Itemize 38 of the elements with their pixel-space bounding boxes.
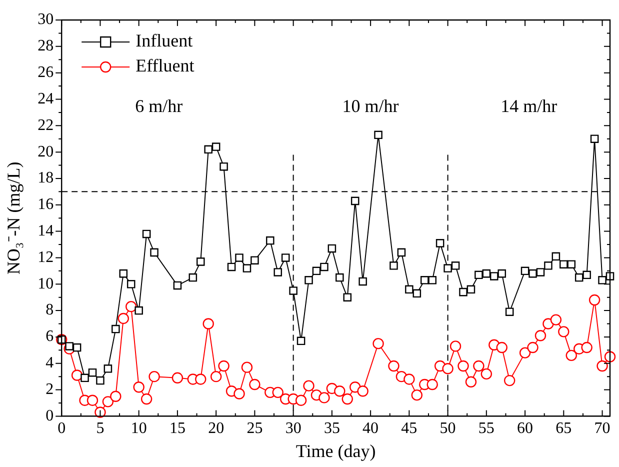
y-tick-label: 6	[46, 328, 54, 346]
y-tick-label: 22	[38, 116, 54, 134]
y-tick-label: 12	[38, 248, 54, 266]
x-tick-label: 60	[517, 420, 534, 438]
legend-label: Influent	[136, 30, 193, 51]
y-tick-label: 10	[38, 275, 54, 292]
legend-label: Effluent	[136, 56, 194, 76]
x-tick-label: 70	[594, 420, 610, 438]
y-tick-label: 4	[46, 354, 54, 372]
annotation: 6 m/hr	[135, 96, 183, 116]
y-tick-label: 20	[38, 143, 54, 160]
annotation: 10 m/hr	[342, 96, 399, 116]
x-tick-label: 50	[440, 420, 456, 438]
x-tick-label: 40	[362, 420, 379, 438]
x-tick-label: 5	[96, 420, 104, 438]
y-tick-label: 24	[38, 90, 54, 108]
y-tick-label: 16	[38, 196, 54, 214]
y-tick-label: 0	[46, 407, 54, 424]
y-tick-label: 26	[38, 64, 54, 82]
y-tick-label: 30	[38, 11, 54, 28]
x-axis-title: Time (day)	[296, 440, 376, 461]
annotation: 14 m/hr	[500, 96, 558, 116]
x-tick-label: 35	[324, 420, 340, 438]
y-tick-label: 2	[46, 380, 54, 398]
x-tick-label: 10	[130, 420, 147, 438]
y-tick-label: 8	[46, 302, 54, 319]
x-tick-label: 25	[246, 420, 263, 438]
x-tick-label: 30	[285, 420, 302, 438]
y-tick-label: 28	[38, 38, 54, 55]
x-tick-label: 20	[208, 420, 224, 438]
x-tick-label: 55	[478, 420, 494, 438]
y-axis-title: NO₃⁻-N (mg/L)	[4, 162, 24, 274]
x-tick-label: 15	[169, 420, 186, 438]
y-tick-label: 18	[38, 170, 54, 187]
x-tick-label: 45	[401, 420, 418, 438]
y-tick-label: 14	[38, 222, 54, 240]
x-tick-label: 0	[58, 420, 66, 438]
x-tick-label: 65	[556, 420, 572, 438]
